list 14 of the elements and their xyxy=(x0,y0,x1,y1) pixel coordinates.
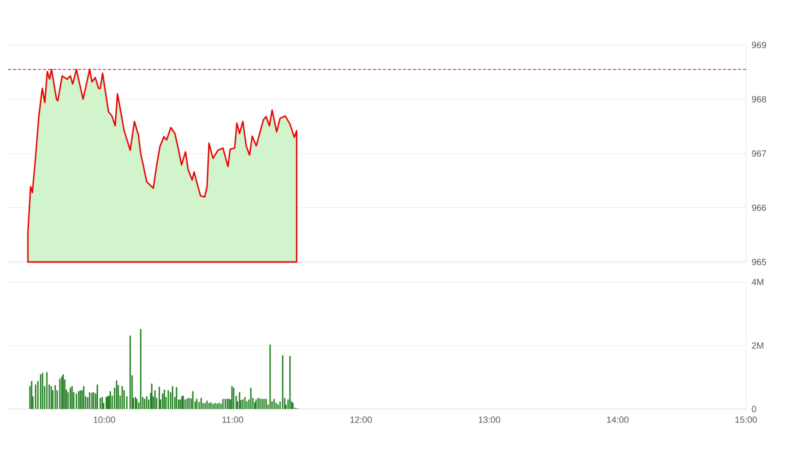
y-tick-label: 966 xyxy=(752,204,766,211)
y-tick-label: 967 xyxy=(752,150,766,157)
x-tick-label: 13:00 xyxy=(478,416,500,423)
y-tick-label: 0 xyxy=(752,406,756,412)
y-tick-label: 968 xyxy=(752,96,766,102)
y-tick-label: 965 xyxy=(752,258,766,266)
x-tick-label: 10:00 xyxy=(94,416,116,423)
x-tick-label: 15:00 xyxy=(735,416,757,423)
x-tick-label: 14:00 xyxy=(607,416,629,423)
y-tick-label: 2M xyxy=(752,342,764,349)
x-tick-label: 12:00 xyxy=(350,416,372,423)
y-tick-label: 969 xyxy=(752,42,766,48)
x-tick-label: 11:00 xyxy=(222,416,244,423)
y-tick-label: 4M xyxy=(752,278,764,286)
